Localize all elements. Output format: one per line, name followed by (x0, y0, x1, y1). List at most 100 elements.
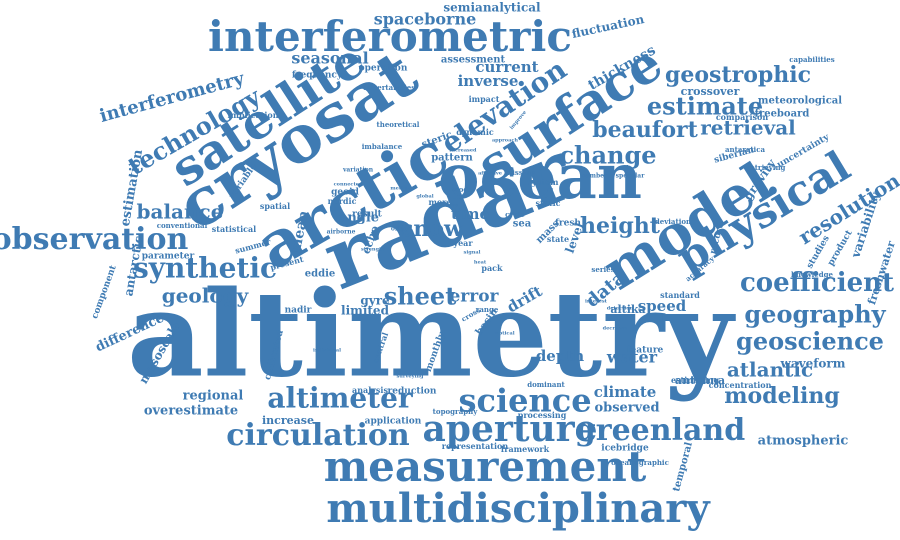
word-state: state (547, 234, 569, 244)
word-topography: topography (433, 407, 479, 416)
word-knowledge: knowledge (791, 270, 834, 279)
word-feature: feature (627, 346, 664, 356)
word-estimate: estimate (647, 92, 763, 121)
word-geoid: geoid (331, 188, 359, 198)
word-result: result (352, 210, 382, 220)
word-operation: operation (359, 64, 408, 74)
word-dynamic: dynamic (456, 127, 494, 137)
word-gyre: gyre (360, 294, 390, 308)
word-statistical: statistical (212, 224, 256, 234)
word-angle: angle (339, 211, 379, 226)
word-capabilities: capabilities (789, 55, 834, 64)
word-pattern: pattern (431, 153, 473, 164)
word-greenland: greenland (575, 413, 745, 448)
word-spaceborne: spaceborne (374, 10, 477, 29)
word-representation: representation (442, 441, 509, 451)
word-multidisciplinary: multidisciplinary (326, 485, 711, 532)
word-observation: observation (0, 222, 189, 257)
word-affective: affective (478, 171, 502, 177)
word-depth: depth (536, 347, 584, 365)
word-series: series (591, 265, 614, 274)
word-reduction: reduction (388, 387, 437, 397)
word-coefficient: coefficient (740, 268, 894, 298)
word-seasonal: seasonal (291, 49, 368, 68)
word-limited: limited (341, 304, 390, 318)
word-geostrophic: geostrophic (665, 62, 811, 88)
word-assessment: assessment (441, 55, 506, 66)
word-processing: processing (518, 410, 567, 420)
word-change: change (559, 141, 656, 170)
word-surveying: surveying (396, 374, 424, 380)
word-spatial: spatial (260, 201, 290, 211)
word-inverse: inverse (458, 72, 519, 90)
word-pack: pack (481, 263, 503, 273)
word-theoretical: theoretical (377, 120, 420, 129)
word-sheet: sheet (384, 282, 457, 311)
word-parameter: parameter (142, 252, 195, 262)
word-speed: speed (638, 297, 687, 315)
word-individual: individual (313, 348, 341, 354)
word-atmospheric: atmospheric (758, 434, 849, 449)
word-number: number (581, 173, 608, 180)
word-icebridge: icebridge (601, 444, 649, 454)
word-connected: connected (334, 182, 363, 188)
word-fresh: fresh (555, 219, 581, 229)
word-antenna: antenna (675, 374, 725, 387)
word-beaufort: beaufort (592, 117, 698, 143)
word-ocean: ocean (438, 140, 642, 213)
word-nadir: nadir (285, 306, 312, 316)
word-overestimate: overestimate (144, 404, 238, 419)
word-deviation: deviation (655, 217, 691, 226)
word-observed: observed (594, 401, 659, 416)
word-decrease: decrease (603, 326, 628, 332)
word-antarctica: antarctica (725, 145, 765, 154)
word-balance: balance (137, 200, 224, 224)
word-concentration: concentration (709, 380, 772, 390)
word-framework: framework (501, 444, 550, 454)
word-rise: rise (448, 203, 459, 209)
word-optical: optical (495, 331, 514, 337)
word-altimetry: altimetry (127, 265, 736, 404)
word-global: global (416, 194, 433, 200)
word-meteorological: meteorological (758, 96, 842, 107)
word-geography: geography (744, 300, 886, 329)
word-uncertainties: uncertainties (363, 83, 415, 92)
word-impact: impact (469, 94, 500, 104)
word-standard: standard (660, 290, 700, 300)
word-frequency: frequency (292, 71, 343, 81)
word-heat: heat (474, 260, 487, 266)
word-increased: increased (449, 148, 477, 154)
word-oceanographic: oceanographic (611, 458, 669, 467)
word-analysis: analysis (352, 385, 388, 395)
word-variation: variation (342, 167, 374, 174)
word-year: year (452, 238, 473, 248)
word-airborne: airborne (327, 229, 356, 236)
word-imbalance: imbalance (362, 142, 403, 151)
word-implication: implication (227, 110, 278, 120)
word-aperture: aperture (422, 408, 597, 450)
word-interest: interest (585, 299, 608, 305)
word-comparison: comparison (716, 112, 769, 122)
word-interferometric: interferometric (208, 12, 572, 61)
word-waveform: waveform (780, 357, 846, 371)
word-estimating: estimating (671, 375, 720, 385)
word-altimeter: altimeter (267, 382, 414, 415)
word-semianalytical: semianalytical (443, 1, 541, 15)
word-component: component (90, 263, 119, 320)
word-modeling: modeling (724, 383, 839, 409)
word-error: error (449, 287, 499, 307)
word-freeboard: freeboard (755, 109, 810, 120)
word-dominant: dominant (527, 380, 565, 389)
word-approach: approach (492, 138, 518, 144)
word-conventional: conventional (157, 221, 208, 230)
word-atlantic: atlantic (727, 358, 813, 382)
word-water: water (606, 348, 658, 367)
word-more: more (428, 197, 451, 207)
word-science: science (458, 382, 591, 420)
word-method: method (390, 186, 412, 192)
word-signal: signal (464, 250, 481, 256)
word-retrieving: retrieving (747, 163, 786, 172)
word-measurement: measurement (324, 442, 647, 491)
